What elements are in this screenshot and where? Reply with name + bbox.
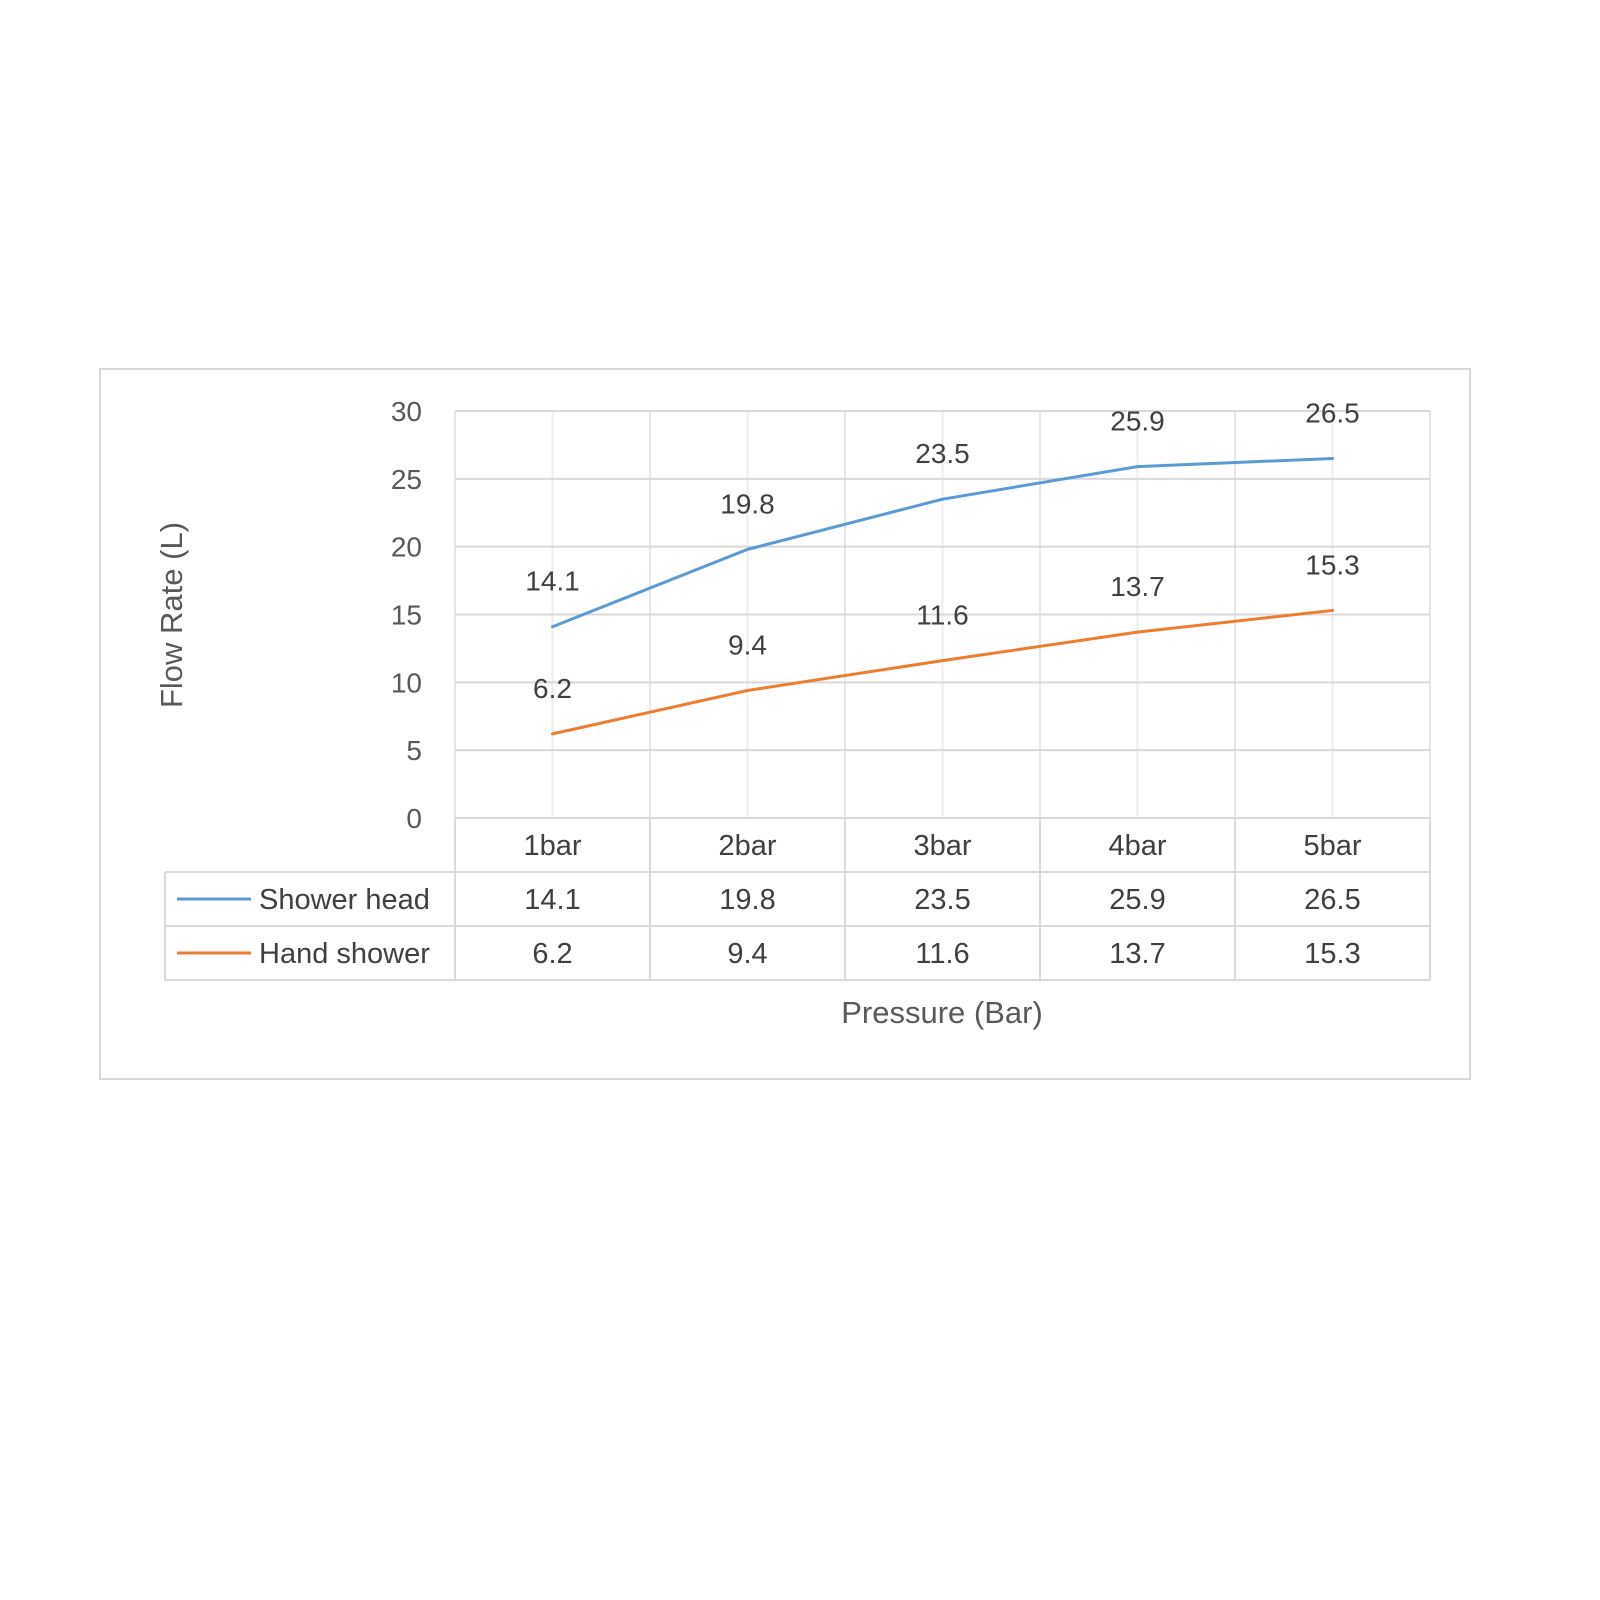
y-tick-label: 0 — [406, 803, 422, 834]
data-label: 9.4 — [728, 629, 767, 660]
y-tick-label: 25 — [391, 464, 422, 495]
data-label: 26.5 — [1305, 397, 1360, 428]
table-value: 6.2 — [532, 938, 572, 970]
y-tick-label: 5 — [406, 735, 422, 766]
data-point — [551, 732, 554, 736]
table-value: 9.4 — [727, 938, 767, 970]
table-value: 13.7 — [1109, 938, 1165, 970]
data-label: 13.7 — [1110, 571, 1165, 602]
label-layer: 0 5 10 15 20 25 30 14.1 19.8 23.5 25.9 26.5 6.2 9.4 11… — [391, 396, 1360, 834]
data-label: 23.5 — [915, 438, 970, 469]
table-value: 26.5 — [1304, 884, 1360, 916]
data-table: 1bar 2bar 3bar 4bar 5bar Shower head 14.1 19.8 2… — [164, 817, 1431, 981]
data-point — [941, 659, 944, 663]
table-value: 23.5 — [914, 884, 970, 916]
x-tick-label: 4bar — [1108, 830, 1166, 862]
data-point — [551, 625, 554, 629]
grid-layer — [454, 410, 1431, 819]
table-value: 11.6 — [915, 938, 969, 970]
data-label: 6.2 — [533, 673, 572, 704]
y-tick-label: 15 — [391, 600, 422, 631]
data-point — [941, 497, 944, 501]
x-tick-label: 3bar — [913, 830, 971, 862]
table-value: 14.1 — [524, 884, 580, 916]
y-tick-label: 10 — [391, 667, 422, 698]
x-tick-label: 2bar — [718, 830, 776, 862]
y-tick-label: 30 — [391, 396, 422, 427]
data-label: 19.8 — [720, 488, 775, 519]
x-tick-label: 1bar — [523, 830, 581, 862]
table-value: 19.8 — [719, 884, 775, 916]
data-point — [1136, 465, 1139, 469]
data-point — [1331, 456, 1334, 460]
chart-frame — [99, 368, 1471, 1080]
table-value: 15.3 — [1304, 938, 1360, 970]
x-axis-title: Pressure (Bar) — [841, 995, 1043, 1030]
data-point — [1136, 630, 1139, 634]
y-tick-label: 20 — [391, 532, 422, 563]
data-label: 15.3 — [1305, 549, 1360, 580]
x-tick-label: 5bar — [1303, 830, 1361, 862]
data-point — [746, 547, 749, 551]
legend-entry-label: Hand shower — [259, 938, 430, 970]
data-label: 14.1 — [525, 566, 580, 597]
data-label: 25.9 — [1110, 406, 1165, 437]
series-layer — [551, 456, 1334, 736]
y-axis-title: Flow Rate (L) — [154, 522, 189, 708]
data-label: 11.6 — [916, 600, 968, 631]
data-point — [746, 688, 749, 692]
data-point — [1331, 608, 1334, 612]
table-value: 25.9 — [1109, 884, 1165, 916]
legend-entry-label: Shower head — [259, 884, 430, 916]
